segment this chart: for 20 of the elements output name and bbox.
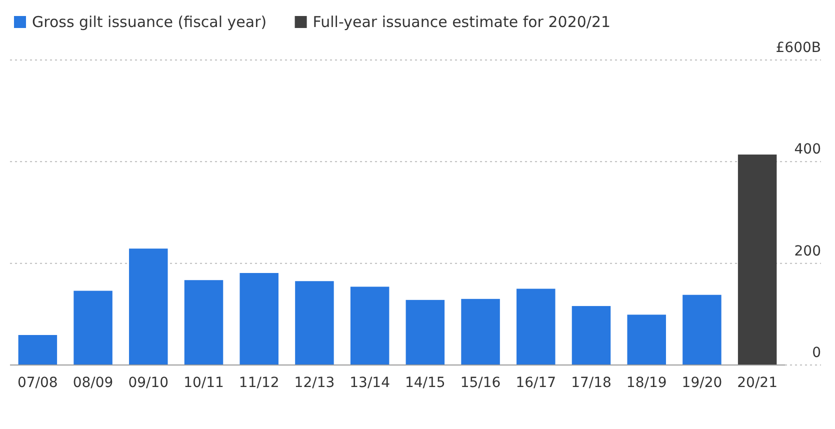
x-tick-label: 19/20 bbox=[682, 375, 722, 391]
y-tick-label: £600B bbox=[776, 40, 821, 56]
x-tick-label: 18/19 bbox=[626, 375, 667, 391]
x-tick-label: 17/18 bbox=[571, 375, 612, 391]
legend-label: Gross gilt issuance (fiscal year) bbox=[32, 13, 267, 31]
y-tick-label: 0 bbox=[812, 345, 821, 361]
x-tick-label: 14/15 bbox=[405, 375, 446, 391]
x-tick-label: 12/13 bbox=[294, 375, 335, 391]
y-tick-label: 400 bbox=[794, 142, 821, 158]
x-tick-label: 08/09 bbox=[72, 375, 114, 391]
legend-label: Full-year issuance estimate for 2020/21 bbox=[312, 13, 611, 31]
x-tick-label: 07/08 bbox=[18, 375, 58, 391]
x-tick-label: 20/21 bbox=[737, 375, 778, 391]
x-tick-label: 10/11 bbox=[184, 375, 224, 391]
x-tick-label: 15/16 bbox=[460, 375, 501, 391]
x-tick-label: 13/14 bbox=[350, 375, 390, 391]
x-tick-label: 09/10 bbox=[128, 375, 169, 391]
x-tick-label: 11/12 bbox=[238, 375, 280, 391]
y-tick-label: 200 bbox=[794, 243, 821, 260]
x-tick-label: 16/17 bbox=[516, 375, 556, 391]
